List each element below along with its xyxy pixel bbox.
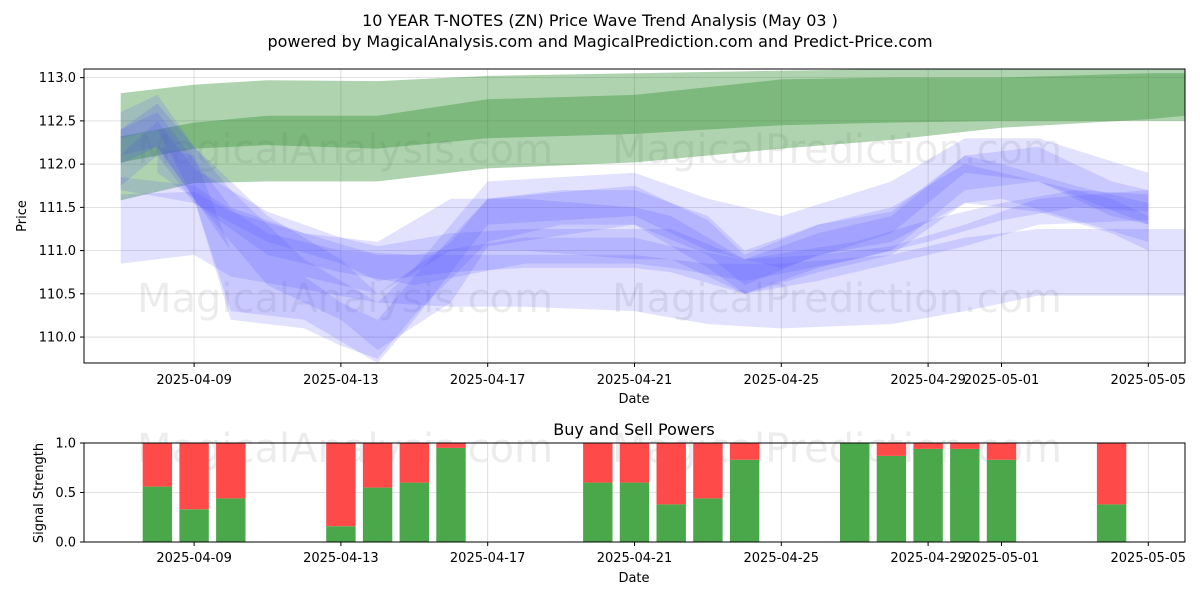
buy-bar xyxy=(326,526,356,542)
watermark-analysis: MagicalAnalysis.com xyxy=(137,127,553,173)
signal-panel: Buy and Sell Powers MagicalAnalysis.com … xyxy=(32,420,1186,586)
signal-y-tick-label: 0.5 xyxy=(55,486,76,501)
price-x-tick-label: 2025-04-09 xyxy=(156,373,232,388)
price-y-axis-label: Price xyxy=(15,200,30,232)
price-x-tick-label: 2025-04-13 xyxy=(303,373,379,388)
signal-y-axis-label: Signal Strength xyxy=(32,443,47,543)
signal-x-tick-label: 2025-04-17 xyxy=(450,551,526,566)
signal-y-tick-label: 0.0 xyxy=(55,536,76,551)
price-x-tick-label: 2025-05-01 xyxy=(964,373,1040,388)
price-y-tick-label: 111.0 xyxy=(39,244,76,259)
chart-title: 10 YEAR T-NOTES (ZN) Price Wave Trend An… xyxy=(362,11,838,30)
buy-bar xyxy=(362,487,393,542)
sell-bar xyxy=(179,443,209,510)
signal-x-tick-label: 2025-04-21 xyxy=(597,551,673,566)
buy-bar xyxy=(986,459,1017,542)
blue-wave-band xyxy=(120,177,1149,286)
signal-y-axis: 0.0 0.5 1.0 xyxy=(55,437,84,551)
buy-bar xyxy=(142,486,173,542)
signal-x-tick-label: 2025-04-13 xyxy=(303,551,379,566)
green-wave-band xyxy=(120,69,1185,163)
buy-bar xyxy=(693,498,723,542)
price-band-group xyxy=(120,69,1185,363)
signal-x-axis: 2025-04-09 2025-04-13 2025-04-17 2025-04-21… xyxy=(156,542,1186,566)
buy-bar xyxy=(179,509,209,542)
buy-bar xyxy=(583,482,613,542)
sell-bar xyxy=(729,443,760,460)
price-x-axis: 2025-04-09 2025-04-13 2025-04-17 2025-04-21… xyxy=(156,363,1186,388)
sell-bar xyxy=(986,443,1017,460)
signal-panel-title: Buy and Sell Powers xyxy=(553,420,715,439)
sell-bar xyxy=(1096,443,1127,505)
buy-bar xyxy=(436,447,466,542)
blue-wave-band xyxy=(120,120,1149,294)
sell-bar xyxy=(619,443,650,483)
price-y-tick-label: 112.0 xyxy=(39,158,76,173)
blue-wave-band xyxy=(120,112,1149,294)
buy-bar xyxy=(1096,504,1127,542)
price-watermarks: MagicalAnalysis.com MagicalPrediction.co… xyxy=(137,127,1062,322)
sell-bar xyxy=(326,443,356,527)
sell-bar xyxy=(399,443,429,483)
buy-bar xyxy=(729,459,760,542)
blue-wave-band xyxy=(120,191,1185,329)
buy-bar xyxy=(399,482,429,542)
blue-wave-band xyxy=(157,146,1149,359)
price-x-axis-label: Date xyxy=(618,392,649,407)
buy-bar xyxy=(950,448,980,542)
signal-x-tick-label: 2025-05-05 xyxy=(1111,551,1187,566)
watermark-prediction: MagicalPrediction.com xyxy=(612,127,1062,173)
sell-bar xyxy=(436,443,466,448)
price-x-tick-label: 2025-04-25 xyxy=(744,373,820,388)
signal-x-tick-label: 2025-04-09 xyxy=(156,551,232,566)
buy-bar xyxy=(840,443,870,542)
signal-bars xyxy=(142,443,1127,542)
buy-bar xyxy=(656,504,686,542)
buy-bar xyxy=(876,455,907,542)
sell-bar xyxy=(656,443,686,505)
sell-bar xyxy=(876,443,907,456)
price-x-tick-label: 2025-04-21 xyxy=(597,373,673,388)
signal-x-tick-label: 2025-04-29 xyxy=(890,551,966,566)
sell-bar xyxy=(693,443,723,499)
sell-bar xyxy=(362,443,393,488)
sell-bar xyxy=(913,443,943,449)
chart-subtitle: powered by MagicalAnalysis.com and Magic… xyxy=(267,32,932,51)
price-x-tick-label: 2025-04-17 xyxy=(450,373,526,388)
watermark-prediction: MagicalPrediction.com xyxy=(612,276,1062,322)
buy-bar xyxy=(216,498,246,542)
price-y-tick-label: 112.5 xyxy=(39,114,76,129)
price-y-tick-label: 110.0 xyxy=(39,331,76,346)
signal-x-tick-label: 2025-05-01 xyxy=(964,551,1040,566)
price-y-axis: 110.0 110.5 111.0 111.5 112.0 112.5 113.0 xyxy=(39,71,84,346)
buy-bar xyxy=(913,448,943,542)
signal-y-tick-label: 1.0 xyxy=(55,437,76,452)
signal-x-axis-label: Date xyxy=(618,571,649,586)
price-x-tick-label: 2025-05-05 xyxy=(1111,373,1187,388)
price-bands xyxy=(120,69,1185,363)
price-grid xyxy=(84,69,1185,363)
sell-bar xyxy=(216,443,246,499)
signal-x-tick-label: 2025-04-25 xyxy=(744,551,820,566)
price-x-tick-label: 2025-04-29 xyxy=(890,373,966,388)
watermark-analysis: MagicalAnalysis.com xyxy=(137,276,553,322)
price-y-tick-label: 110.5 xyxy=(39,287,76,302)
sell-bar xyxy=(950,443,980,449)
price-y-tick-label: 111.5 xyxy=(39,201,76,216)
green-wave-band xyxy=(120,73,1185,201)
sell-bar xyxy=(142,443,173,487)
sell-bar xyxy=(583,443,613,483)
price-panel: MagicalAnalysis.com MagicalPrediction.co… xyxy=(15,68,1186,407)
buy-bar xyxy=(619,482,650,542)
price-y-tick-label: 113.0 xyxy=(39,71,76,86)
